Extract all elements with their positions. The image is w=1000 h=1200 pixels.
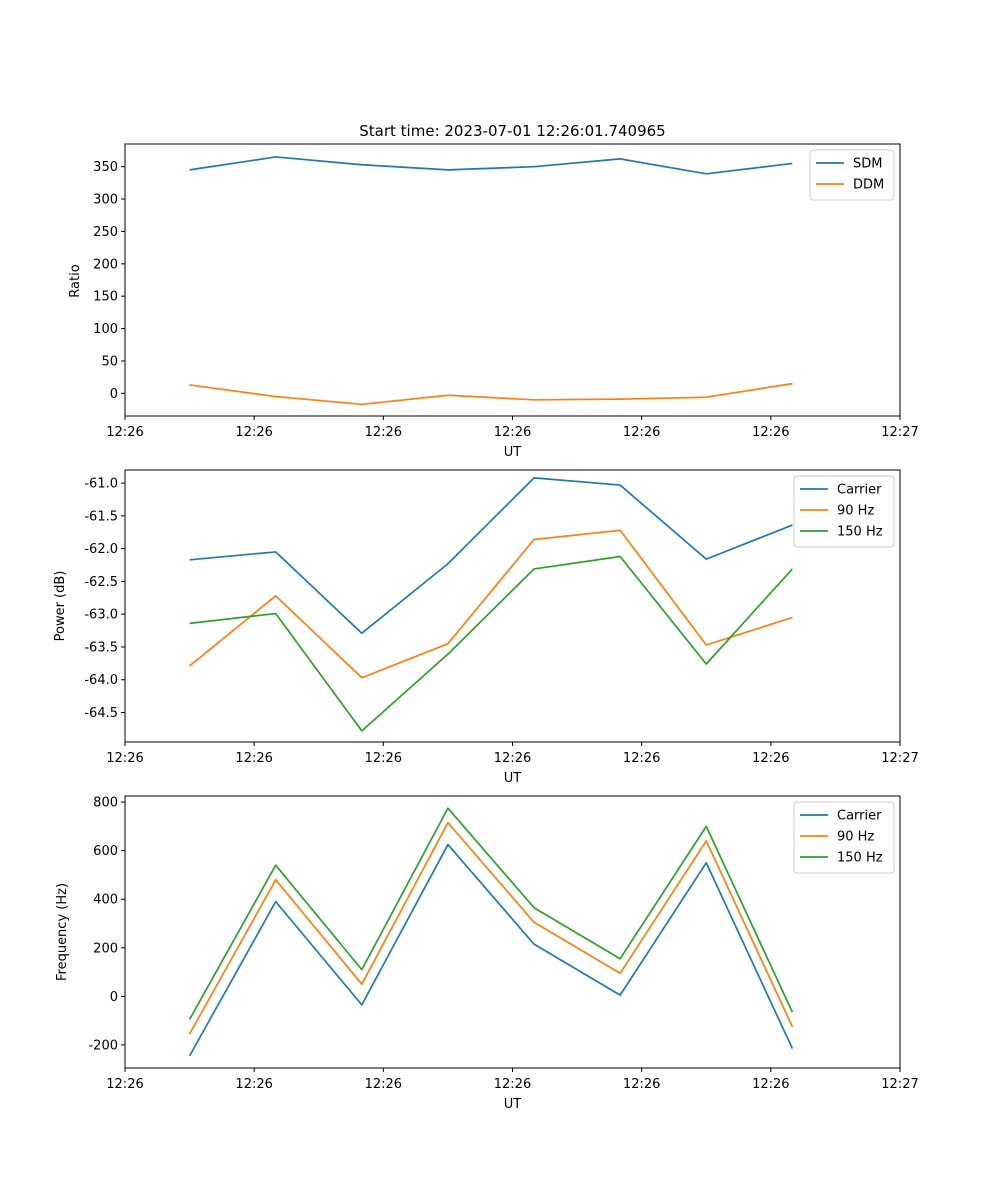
ratio-x-tick-label: 12:27 — [881, 425, 918, 440]
power-y-tick-label: -64.5 — [84, 706, 118, 721]
power-series-carrier-line — [189, 477, 793, 635]
power-series-150-hz-line — [189, 555, 793, 732]
power-legend-label: 90 Hz — [837, 504, 874, 519]
power-y-axis-label: Power (dB) — [53, 571, 68, 642]
ratio-legend-label: DDM — [853, 178, 884, 193]
frequency-legend: Carrier 90 Hz 150 Hz — [793, 801, 895, 874]
ratio-legend: SDM DDM — [809, 149, 895, 201]
power-legend-box — [793, 475, 895, 548]
ratio-x-tick-label: 12:26 — [752, 425, 789, 440]
figure-title: Start time: 2023-07-01 12:26:01.740965 — [359, 122, 665, 140]
frequency-series-carrier-line — [188, 843, 794, 1057]
ratio-y-tick-label: 0 — [110, 387, 118, 402]
ratio-y-tick-label: 150 — [93, 290, 118, 305]
frequency-subplot: Frequency (Hz) UT 12:26 12:26 12:26 12:26 12… — [55, 795, 919, 1112]
ratio-series-sdm-line — [189, 156, 793, 175]
ratio-y-tick-label: 50 — [101, 354, 118, 369]
frequency-x-tick-label: 12:26 — [623, 1077, 660, 1092]
ratio-series-ddm-line — [189, 382, 793, 406]
frequency-x-tick-label: 12:26 — [752, 1077, 789, 1092]
frequency-legend-label: 90 Hz — [837, 830, 874, 845]
power-subplot: Power (dB) UT 12:26 12:26 12:26 12:26 12:26 1… — [53, 469, 919, 786]
power-legend: Carrier 90 Hz 150 Hz — [793, 475, 895, 548]
power-x-tick-label: 12:26 — [623, 751, 660, 766]
power-x-tick-label: 12:26 — [494, 751, 531, 766]
ratio-x-axis-label: UT — [504, 445, 522, 460]
frequency-y-tick-label: 400 — [93, 893, 118, 908]
power-y-tick-label: -62.0 — [84, 542, 118, 557]
frequency-y-tick-label: 600 — [93, 844, 118, 859]
ratio-x-tick-label: 12:26 — [106, 425, 143, 440]
power-x-tick-label: 12:26 — [235, 751, 272, 766]
frequency-legend-label: Carrier — [837, 809, 882, 824]
frequency-x-tick-label: 12:27 — [881, 1077, 918, 1092]
power-series-90-hz-line — [189, 529, 793, 679]
power-x-axis-label: UT — [504, 771, 522, 786]
frequency-x-tick-label: 12:26 — [235, 1077, 272, 1092]
frequency-y-axis-label: Frequency (Hz) — [55, 883, 70, 981]
frequency-series-150-hz-line — [188, 807, 794, 1020]
power-x-tick-label: 12:26 — [752, 751, 789, 766]
frequency-legend-box — [793, 801, 895, 874]
frequency-y-tick-label: -200 — [88, 1038, 118, 1053]
frequency-x-tick-label: 12:26 — [106, 1077, 143, 1092]
ratio-y-tick-label: 100 — [93, 322, 118, 337]
frequency-y-tick-label: 200 — [93, 941, 118, 956]
ratio-y-axis-label: Ratio — [68, 264, 83, 297]
ratio-x-tick-label: 12:26 — [365, 425, 402, 440]
frequency-y-tick-label: 0 — [110, 990, 118, 1005]
power-legend-label: 150 Hz — [837, 525, 883, 540]
ratio-y-tick-label: 250 — [93, 225, 118, 240]
frequency-x-tick-label: 12:26 — [365, 1077, 402, 1092]
power-y-tick-label: -61.5 — [84, 509, 118, 524]
power-y-tick-label: -63.5 — [84, 640, 118, 655]
frequency-x-tick-label: 12:26 — [494, 1077, 531, 1092]
power-y-tick-label: -64.0 — [84, 673, 118, 688]
power-y-tick-label: -62.5 — [84, 575, 118, 590]
ratio-y-tick-label: 350 — [93, 160, 118, 175]
ratio-x-tick-label: 12:26 — [494, 425, 531, 440]
ratio-y-tick-label: 300 — [93, 193, 118, 208]
ratio-subplot: Ratio UT 12:26 12:26 12:26 12:26 12:26 12:26 1… — [68, 143, 919, 460]
frequency-y-tick-label: 800 — [93, 796, 118, 811]
power-x-tick-label: 12:27 — [881, 751, 918, 766]
power-legend-label: Carrier — [837, 483, 882, 498]
power-x-tick-label: 12:26 — [106, 751, 143, 766]
frequency-legend-label: 150 Hz — [837, 851, 883, 866]
frequency-x-axis-label: UT — [504, 1097, 522, 1112]
power-y-tick-label: -61.0 — [84, 477, 118, 492]
ratio-x-tick-label: 12:26 — [623, 425, 660, 440]
ratio-x-tick-label: 12:26 — [235, 425, 272, 440]
power-y-tick-label: -63.0 — [84, 608, 118, 623]
ratio-y-tick-label: 200 — [93, 257, 118, 272]
power-x-tick-label: 12:26 — [365, 751, 402, 766]
ratio-legend-label: SDM — [853, 157, 882, 172]
frequency-series-90-hz-line — [188, 821, 794, 1035]
